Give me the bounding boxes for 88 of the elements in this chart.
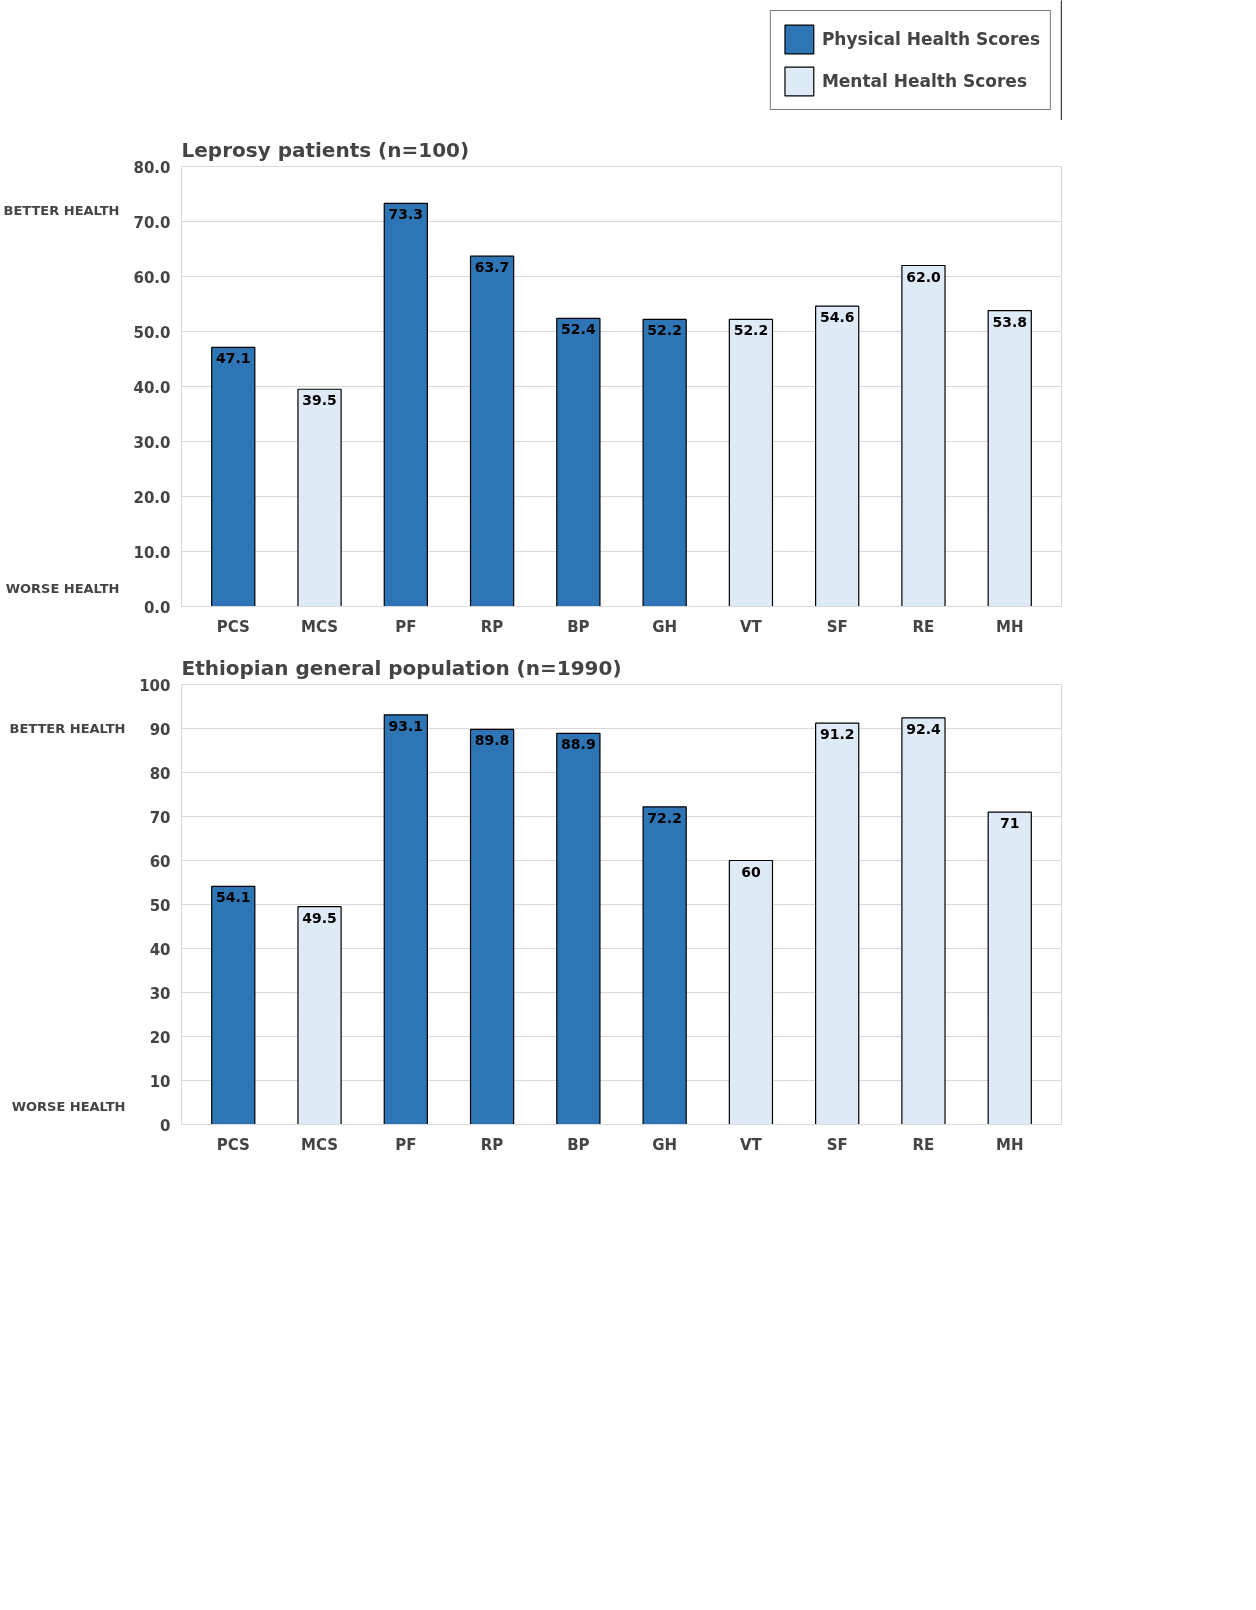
- data-label: 89.8: [474, 732, 510, 749]
- chart-title: Leprosy patients (n=100): [181, 137, 470, 162]
- data-label: 53.8: [992, 313, 1028, 330]
- text: BETTER HEALTH: [3, 203, 120, 218]
- bar: [383, 202, 428, 607]
- x-tick-label: PF: [395, 617, 417, 636]
- text: BETTER HEALTH: [9, 721, 126, 736]
- y-tick-label: 10.0: [133, 543, 171, 562]
- bar: [211, 346, 256, 607]
- y-tick-label: 40.0: [133, 378, 171, 397]
- bar: [383, 714, 428, 1125]
- x-tick-label: PCS: [216, 617, 250, 636]
- data-label: 91.2: [819, 726, 855, 743]
- data-label: 60: [741, 863, 761, 880]
- y-tick-label: 70: [149, 808, 171, 827]
- x-tick-label: GH: [652, 1135, 678, 1154]
- x-tick-label: SF: [826, 1135, 848, 1154]
- bar: [728, 318, 774, 607]
- y-tick-label: 20: [149, 1028, 171, 1047]
- x-tick-label: RE: [912, 617, 935, 636]
- x-tick-label: VT: [739, 1135, 763, 1154]
- y-tick-label: 30.0: [133, 433, 171, 452]
- bar: [901, 717, 946, 1125]
- legend-label: Mental Health Scores: [821, 71, 1028, 91]
- data-label: 52.2: [733, 322, 769, 339]
- data-label: 52.2: [647, 322, 682, 339]
- data-label: 92.4: [906, 720, 941, 737]
- chart-title: Ethiopian general population (n=1990): [181, 655, 622, 680]
- x-tick-label: MH: [996, 1135, 1024, 1154]
- bar: [556, 317, 601, 607]
- bar: [987, 310, 1032, 607]
- legend-label: Physical Health Scores: [821, 29, 1040, 49]
- data-label: 52.4: [561, 321, 596, 338]
- bar: [728, 859, 774, 1125]
- text: WORSE HEALTH: [11, 1099, 126, 1115]
- x-tick-label: PF: [395, 1135, 417, 1154]
- data-label: 54.6: [819, 309, 855, 326]
- x-tick-label: MCS: [301, 617, 339, 636]
- bar: [901, 264, 946, 607]
- x-tick-label: RP: [480, 1135, 504, 1154]
- y-tick-label: 50.0: [133, 323, 171, 342]
- bar: [642, 318, 687, 607]
- x-tick-label: PCS: [216, 1135, 250, 1154]
- bar: [211, 885, 256, 1125]
- y-tick-label: 80: [149, 764, 171, 783]
- y-tick-label: 90: [149, 720, 171, 739]
- bar: [815, 722, 860, 1125]
- bar: [815, 305, 860, 607]
- y-tick-label: 30: [149, 984, 171, 1003]
- x-tick-label: BP: [567, 1135, 590, 1154]
- bar: [556, 732, 601, 1125]
- data-label: 47.1: [215, 350, 251, 367]
- y-tick-label: 100: [139, 676, 171, 695]
- text: WORSE HEALTH: [5, 581, 120, 597]
- data-label: 73.3: [388, 206, 424, 223]
- x-tick-label: RE: [912, 1135, 935, 1154]
- y-tick-label: 0.0: [143, 598, 171, 617]
- data-label: 49.5: [302, 909, 337, 926]
- x-tick-label: BP: [567, 617, 590, 636]
- bar: [297, 906, 342, 1125]
- x-tick-label: MCS: [301, 1135, 339, 1154]
- bar: [642, 806, 687, 1125]
- y-tick-label: 10: [149, 1072, 171, 1091]
- data-label: 54.1: [215, 889, 251, 906]
- y-tick-label: 50: [149, 896, 171, 915]
- data-label: 93.1: [388, 717, 424, 734]
- data-label: 72.2: [647, 809, 682, 826]
- y-tick-label: 70.0: [133, 213, 171, 232]
- x-tick-label: RP: [480, 617, 504, 636]
- bar: [297, 388, 342, 607]
- x-tick-label: SF: [826, 617, 848, 636]
- y-tick-label: 40: [149, 940, 171, 959]
- y-tick-label: 60.0: [133, 268, 171, 287]
- y-tick-label: 60: [149, 852, 171, 871]
- bar: [987, 811, 1032, 1125]
- x-tick-label: GH: [652, 617, 678, 636]
- y-tick-label: 20.0: [133, 488, 171, 507]
- data-label: 88.9: [561, 736, 596, 753]
- y-tick-label: 0: [160, 1116, 171, 1135]
- bar: [469, 255, 515, 607]
- data-label: 71: [999, 815, 1020, 832]
- x-tick-label: MH: [996, 617, 1024, 636]
- data-label: 39.5: [302, 392, 337, 409]
- x-tick-label: VT: [739, 617, 763, 636]
- y-tick-label: 80.0: [133, 158, 171, 177]
- bar: [469, 728, 515, 1125]
- data-label: 63.7: [474, 259, 510, 276]
- data-label: 62.0: [906, 268, 941, 285]
